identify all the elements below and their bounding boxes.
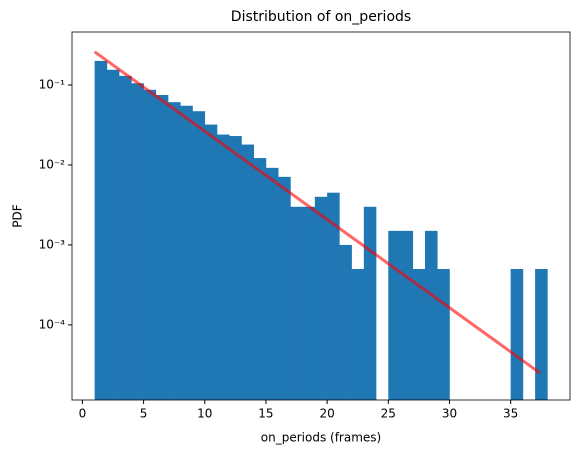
bar — [119, 75, 132, 401]
bar — [535, 268, 548, 400]
bar — [253, 158, 267, 400]
y-tick-label: 10⁻⁴ — [39, 317, 66, 331]
x-axis-label: on_periods (frames) — [261, 431, 381, 445]
x-tick-label: 0 — [79, 407, 87, 421]
bar — [363, 206, 377, 400]
bar — [351, 268, 365, 400]
bar — [388, 230, 401, 400]
bar — [278, 176, 291, 400]
bar — [94, 60, 108, 401]
bar — [327, 192, 340, 400]
x-tick-label: 5 — [140, 407, 148, 421]
bar — [437, 268, 450, 400]
bar — [229, 136, 242, 400]
x-tick-label: 25 — [381, 407, 396, 421]
bar — [192, 111, 206, 401]
bar — [265, 167, 279, 400]
y-tick-label: 10⁻² — [39, 157, 66, 171]
bar — [339, 244, 352, 400]
fit-line — [93, 50, 541, 375]
x-tick-label: 20 — [319, 407, 334, 421]
bar — [510, 268, 524, 400]
bar — [168, 102, 181, 401]
bar — [180, 105, 193, 401]
bar — [131, 83, 144, 401]
x-tick-label: 10 — [197, 407, 212, 421]
bar — [155, 94, 169, 400]
y-axis-label: PDF — [11, 204, 25, 227]
bar — [302, 206, 316, 400]
bar — [425, 230, 438, 400]
bar — [143, 89, 157, 400]
bar — [204, 124, 218, 401]
bar — [241, 144, 255, 400]
bar — [400, 230, 414, 400]
bar — [314, 196, 328, 400]
bar — [106, 69, 120, 401]
x-tick-label: 15 — [258, 407, 273, 421]
y-tick-label: 10⁻¹ — [39, 77, 66, 91]
chart-title: Distribution of on_periods — [231, 9, 411, 25]
bar — [216, 134, 230, 400]
y-tick-label: 10⁻³ — [39, 237, 66, 251]
x-tick-label: 30 — [442, 407, 457, 421]
x-tick-label: 35 — [503, 407, 518, 421]
bar — [412, 268, 426, 400]
bar — [290, 206, 303, 400]
axes-frame — [71, 31, 571, 401]
